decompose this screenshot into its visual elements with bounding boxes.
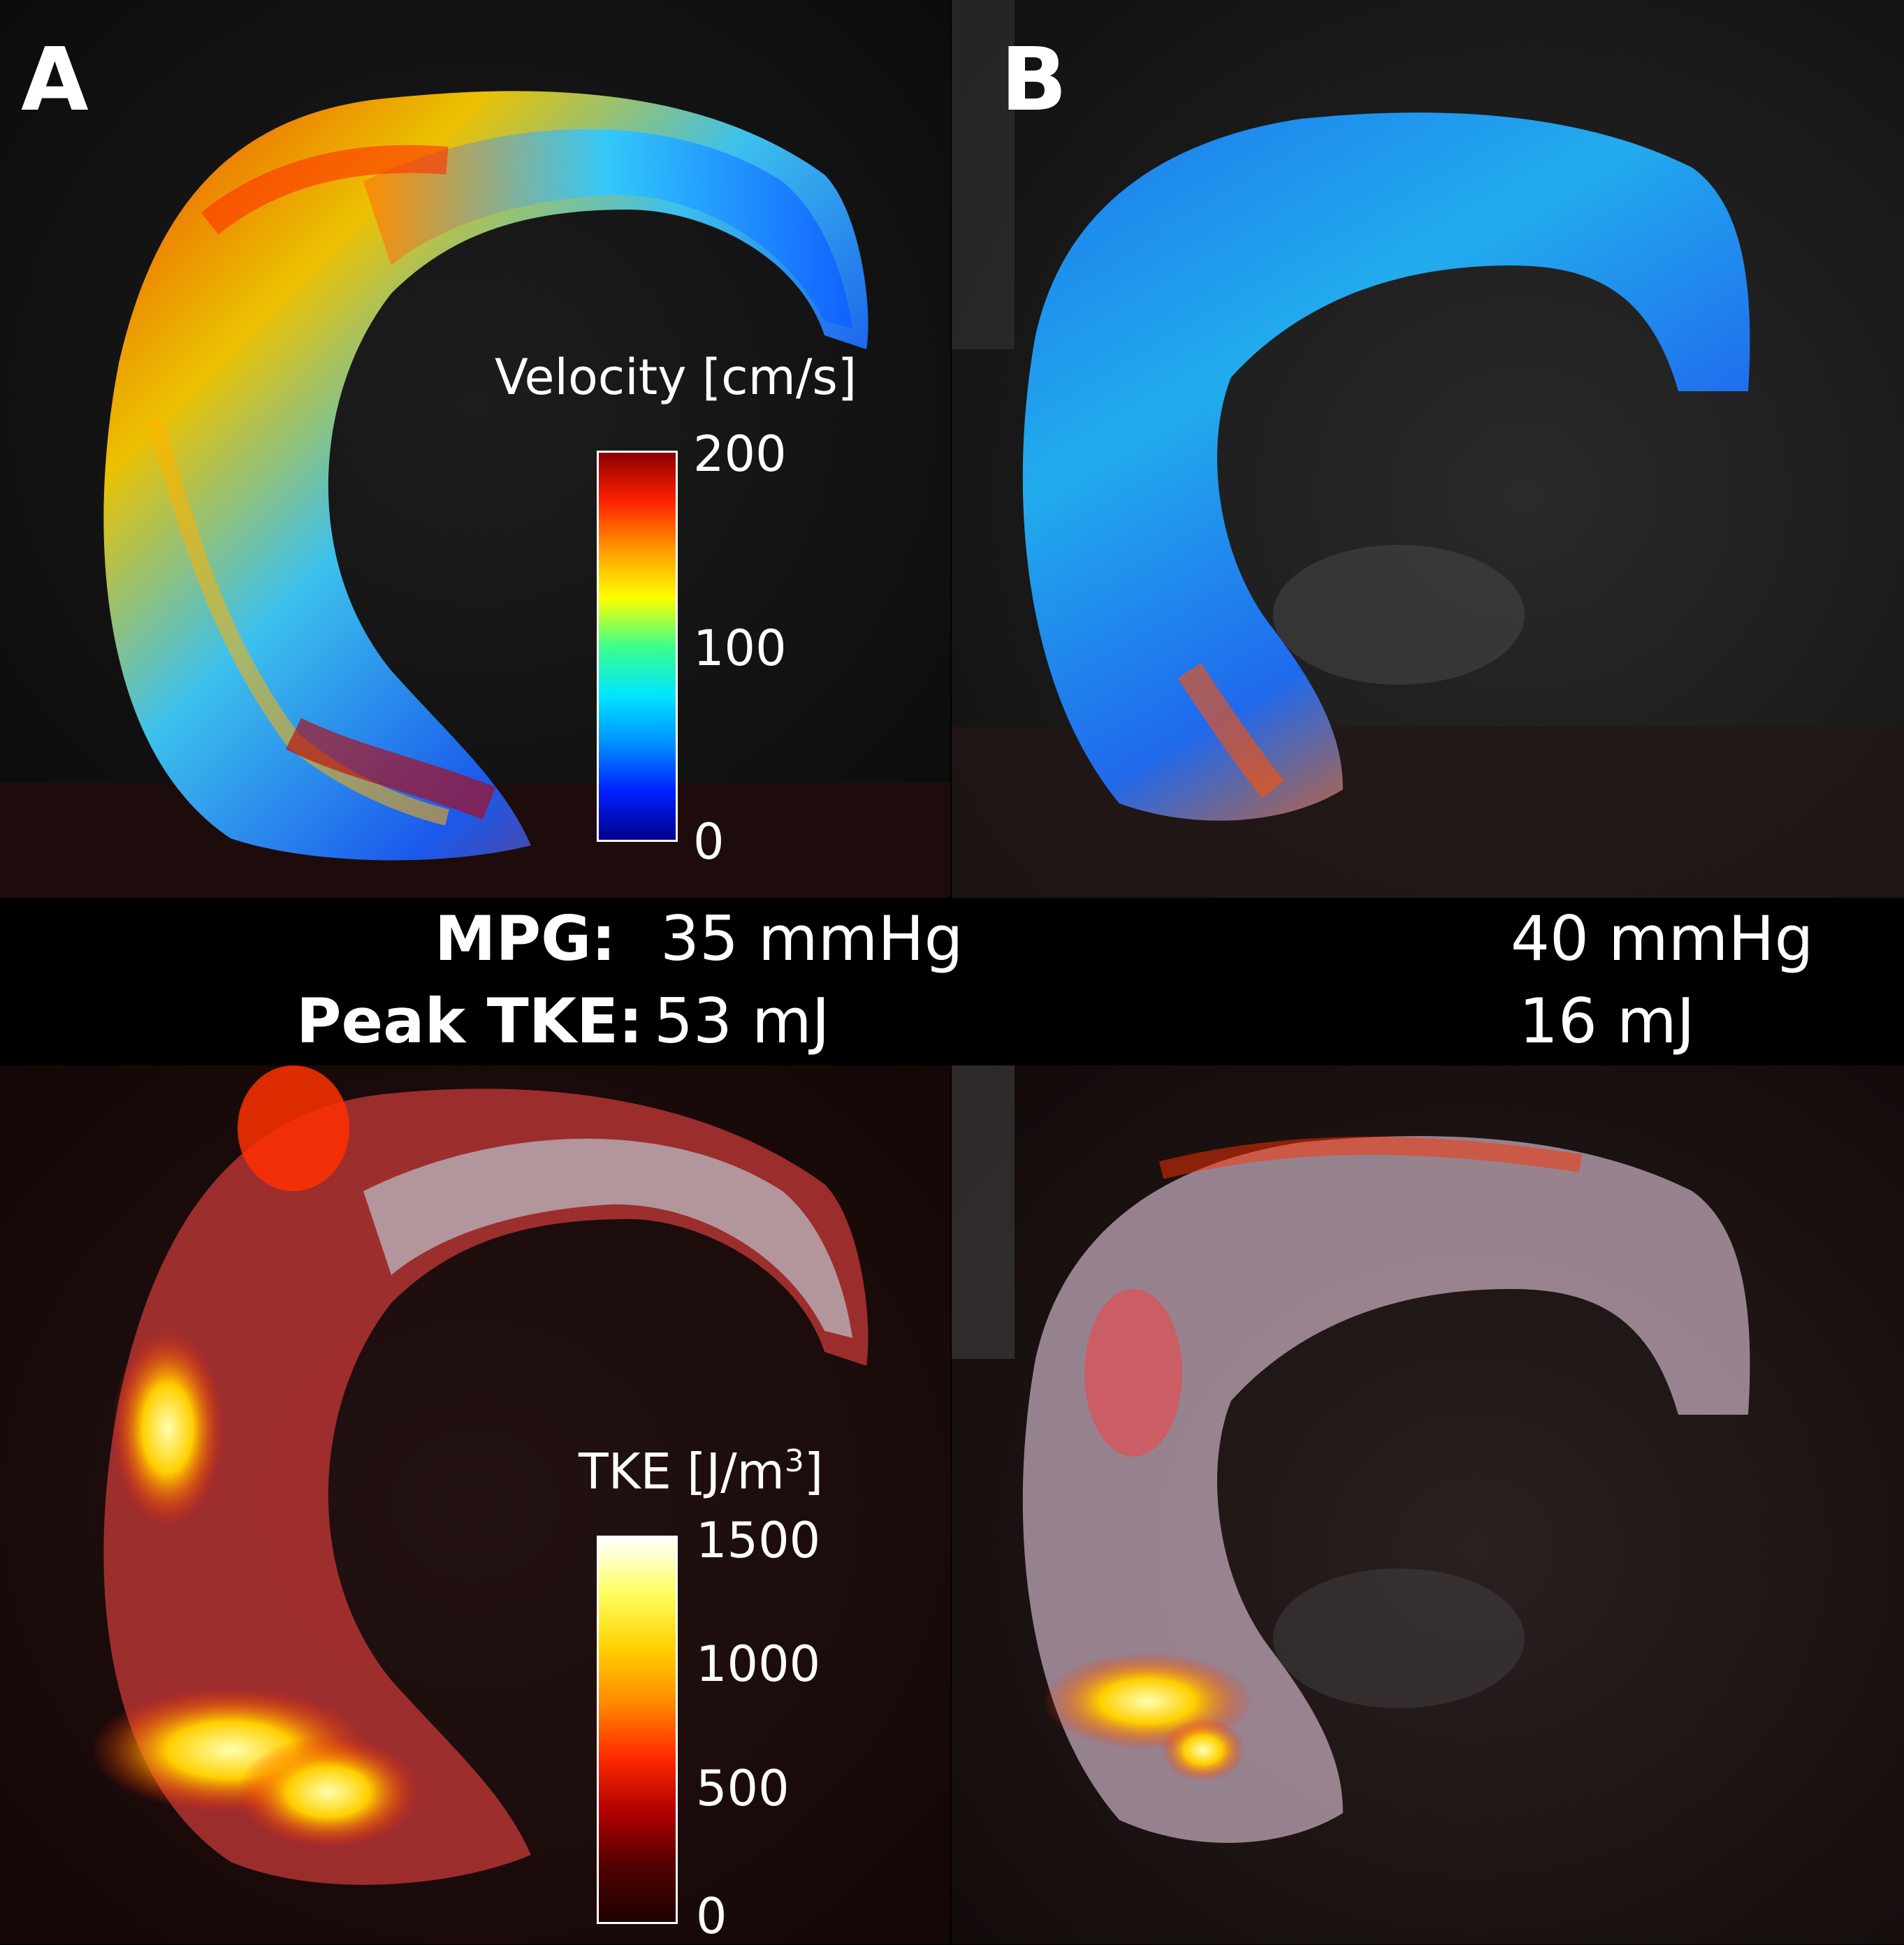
tke-tick-0: 0 bbox=[696, 1888, 727, 1945]
panel-b-velocity bbox=[952, 0, 1904, 898]
panel-a-tke bbox=[0, 1065, 950, 1944]
tke-colorbar bbox=[597, 1536, 678, 1924]
panel-a-velocity-image bbox=[0, 0, 950, 898]
mpg-value-a: 35 mmHg bbox=[660, 903, 964, 975]
tke-colorbar-title-end: ] bbox=[804, 1443, 824, 1501]
tke-colorbar-title: TKE [J/m3] bbox=[579, 1446, 823, 1496]
velocity-tick-100: 100 bbox=[693, 620, 787, 677]
panel-b-tke bbox=[952, 1065, 1904, 1944]
mpg-label: MPG: bbox=[435, 903, 616, 975]
velocity-tick-0: 0 bbox=[693, 813, 725, 870]
velocity-colorbar bbox=[597, 451, 678, 842]
peak-tke-label: Peak TKE: bbox=[296, 985, 644, 1057]
tke-tick-500: 500 bbox=[696, 1760, 790, 1817]
tke-tick-1000: 1000 bbox=[696, 1636, 821, 1693]
mpg-value-b: 40 mmHg bbox=[1511, 903, 1814, 975]
velocity-colorbar-title: Velocity [cm/s] bbox=[495, 349, 857, 406]
tke-tick-1500: 1500 bbox=[696, 1512, 821, 1569]
tke-colorbar-title-sup: 3 bbox=[784, 1443, 804, 1479]
panel-b-velocity-image bbox=[952, 0, 1904, 898]
velocity-streamlines-b bbox=[1022, 112, 1750, 821]
panel-a-label: A bbox=[21, 29, 89, 131]
tke-colorbar-title-main: TKE [J/m bbox=[579, 1443, 785, 1501]
peak-tke-value-b: 16 mJ bbox=[1519, 985, 1695, 1057]
panel-a-tke-image bbox=[0, 1065, 950, 1944]
tke-overlay-a bbox=[103, 1088, 869, 1885]
peak-tke-value-a: 53 mJ bbox=[654, 985, 830, 1057]
velocity-streamlines-a bbox=[103, 91, 869, 861]
panel-b-label: B bbox=[1001, 29, 1068, 131]
panel-b-tke-image bbox=[952, 1065, 1904, 1944]
velocity-tick-200: 200 bbox=[693, 425, 787, 483]
panel-a-velocity bbox=[0, 0, 950, 898]
